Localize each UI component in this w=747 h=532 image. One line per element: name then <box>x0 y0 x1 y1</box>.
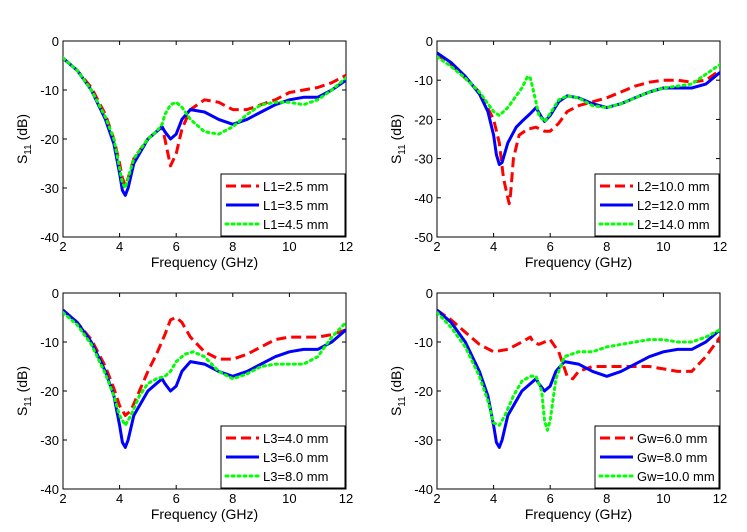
chart-3-y-tick-label: -20 <box>40 384 59 399</box>
chart-1-x-tick-label: 12 <box>339 239 353 254</box>
chart-1-x-tick-label: 6 <box>173 239 180 254</box>
chart-1-x-tick-label: 2 <box>59 239 66 254</box>
chart-1-x-axis-label: Frequency (GHz) <box>151 254 258 270</box>
chart-4-y-axis-label-unit: (dB) <box>388 366 404 396</box>
chart-4-series-line-1 <box>437 308 720 381</box>
chart-4-y-axis-label: S11 (dB) <box>388 366 408 416</box>
chart-4-y-tick-label: -30 <box>414 433 433 448</box>
chart-3-x-tick-label: 6 <box>173 491 180 506</box>
chart-2-x-axis-label: Frequency (GHz) <box>525 254 632 270</box>
chart-1-y-axis-label-unit: (dB) <box>14 114 30 144</box>
chart-3-y-axis-label-unit: (dB) <box>14 366 30 396</box>
chart-2-legend-label: L2=12.0 mm <box>637 198 710 213</box>
chart-1-y-axis-label-sub: 11 <box>23 144 34 155</box>
chart-1-legend-label: L1=2.5 mm <box>263 179 328 194</box>
chart-1-legend: L1=2.5 mm L1=3.5 mm L1=4.5 mm <box>220 173 346 237</box>
chart-2-y-tick-label: 0 <box>426 34 433 49</box>
chart-3-x-tick-label: 4 <box>116 491 123 506</box>
chart-3-y-tick-label: -30 <box>40 433 59 448</box>
chart-4-x-tick-label: 10 <box>656 491 670 506</box>
chart-3-legend-label: L3=4.0 mm <box>263 431 328 446</box>
chart-3-y-tick-label: -40 <box>40 482 59 497</box>
chart-4-legend-label: Gw=6.0 mm <box>637 431 707 446</box>
chart-1-x-tick-label: 10 <box>282 239 296 254</box>
chart-1-legend-label: L1=4.5 mm <box>263 217 328 232</box>
chart-2-x-tick-label: 4 <box>490 239 497 254</box>
chart-4-y-tick-label: -40 <box>414 482 433 497</box>
chart-2-x-tick-label: 8 <box>603 239 610 254</box>
chart-1-x-tick-label: 8 <box>229 239 236 254</box>
chart-3-y-tick-label: -10 <box>40 335 59 350</box>
chart-2-y-tick-label: -10 <box>414 73 433 88</box>
chart-4-series-line-3 <box>437 311 720 432</box>
chart-1-x-tick-label: 4 <box>116 239 123 254</box>
chart-3-legend-label: L3=8.0 mm <box>263 469 328 484</box>
chart-2-x-tick-label: 10 <box>656 239 670 254</box>
chart-1-legend-label: L1=3.5 mm <box>263 198 328 213</box>
chart-3-y-axis-label-sub: 11 <box>23 396 34 407</box>
chart-1-y-tick-label: -20 <box>40 132 59 147</box>
chart-4-y-axis-label-sub: 11 <box>397 396 408 407</box>
chart-4: 2 4 6 8 10 12 0 -10 -20 -30 -40 Frequency (GHz) S11 … <box>388 286 727 522</box>
chart-3-x-axis-label: Frequency (GHz) <box>151 506 258 522</box>
chart-1-y-tick-label: -30 <box>40 181 59 196</box>
chart-2-legend-label: L2=14.0 mm <box>637 217 710 232</box>
chart-4-legend: Gw=6.0 mm Gw=8.0 mm Gw=10.0 mm <box>594 425 720 489</box>
chart-4-x-tick-label: 2 <box>433 491 440 506</box>
chart-4-legend-label: Gw=10.0 mm <box>637 469 715 484</box>
chart-4-y-tick-label: -10 <box>414 335 433 350</box>
chart-3-series-line-3 <box>63 311 346 427</box>
chart-4-x-axis-label: Frequency (GHz) <box>525 506 632 522</box>
chart-3-y-tick-label: 0 <box>52 286 59 301</box>
chart-4-x-tick-label: 8 <box>603 491 610 506</box>
chart-3-series-line-2 <box>63 308 346 449</box>
chart-1-y-axis-label: S11 (dB) <box>14 114 34 164</box>
chart-1-y-tick-label: 0 <box>52 34 59 49</box>
chart-4-x-tick-label: 12 <box>713 491 727 506</box>
chart-2-y-tick-label: -20 <box>414 112 433 127</box>
chart-2: 2 4 6 8 10 12 0 -10 -20 -30 -40 -50 Frequency (GHz) S… <box>388 34 727 270</box>
chart-4-y-axis-label-main: S <box>388 407 404 416</box>
chart-1-y-tick-label: -40 <box>40 230 59 245</box>
chart-4-series-line-2 <box>437 308 720 449</box>
chart-3-x-tick-label: 10 <box>282 491 296 506</box>
chart-2-y-tick-label: -40 <box>414 191 433 206</box>
chart-3-y-axis-label-main: S <box>14 407 30 416</box>
chart-2-x-tick-label: 2 <box>433 239 440 254</box>
chart-1-series-line-3 <box>63 56 346 190</box>
chart-4-x-tick-label: 4 <box>490 491 497 506</box>
chart-2-y-axis-label-unit: (dB) <box>388 114 404 144</box>
chart-2-x-tick-label: 6 <box>547 239 554 254</box>
chart-3-x-tick-label: 12 <box>339 491 353 506</box>
chart-1-y-axis-label-main: S <box>14 155 30 164</box>
chart-3-y-axis-label: S11 (dB) <box>14 366 34 416</box>
chart-2-y-axis-label-main: S <box>388 155 404 164</box>
chart-2-y-tick-label: -30 <box>414 152 433 167</box>
chart-1: 2 4 6 8 10 12 0 -10 -20 -30 -40 Frequency (GHz) S11 … <box>14 34 353 270</box>
chart-2-series-line-1 <box>437 53 720 206</box>
chart-2-y-axis-label-sub: 11 <box>397 144 408 155</box>
chart-2-series-line-3 <box>437 55 720 123</box>
chart-2-legend-label: L2=10.0 mm <box>637 179 710 194</box>
chart-2-y-axis-label: S11 (dB) <box>388 114 408 164</box>
chart-4-y-tick-label: -20 <box>414 384 433 399</box>
chart-3-x-tick-label: 2 <box>59 491 66 506</box>
chart-3-series-line-1 <box>63 308 346 417</box>
chart-4-y-tick-label: 0 <box>426 286 433 301</box>
chart-3: 2 4 6 8 10 12 0 -10 -20 -30 -40 Frequency (GHz) S11 … <box>14 286 353 522</box>
chart-2-y-tick-label: -50 <box>414 230 433 245</box>
chart-2-x-tick-label: 12 <box>713 239 727 254</box>
chart-2-legend: L2=10.0 mm L2=12.0 mm L2=14.0 mm <box>594 173 720 237</box>
chart-1-y-tick-label: -10 <box>40 83 59 98</box>
chart-3-x-tick-label: 8 <box>229 491 236 506</box>
chart-4-x-tick-label: 6 <box>547 491 554 506</box>
chart-3-legend-label: L3=6.0 mm <box>263 450 328 465</box>
chart-3-legend: L3=4.0 mm L3=6.0 mm L3=8.0 mm <box>220 425 346 489</box>
chart-4-legend-label: Gw=8.0 mm <box>637 450 707 465</box>
